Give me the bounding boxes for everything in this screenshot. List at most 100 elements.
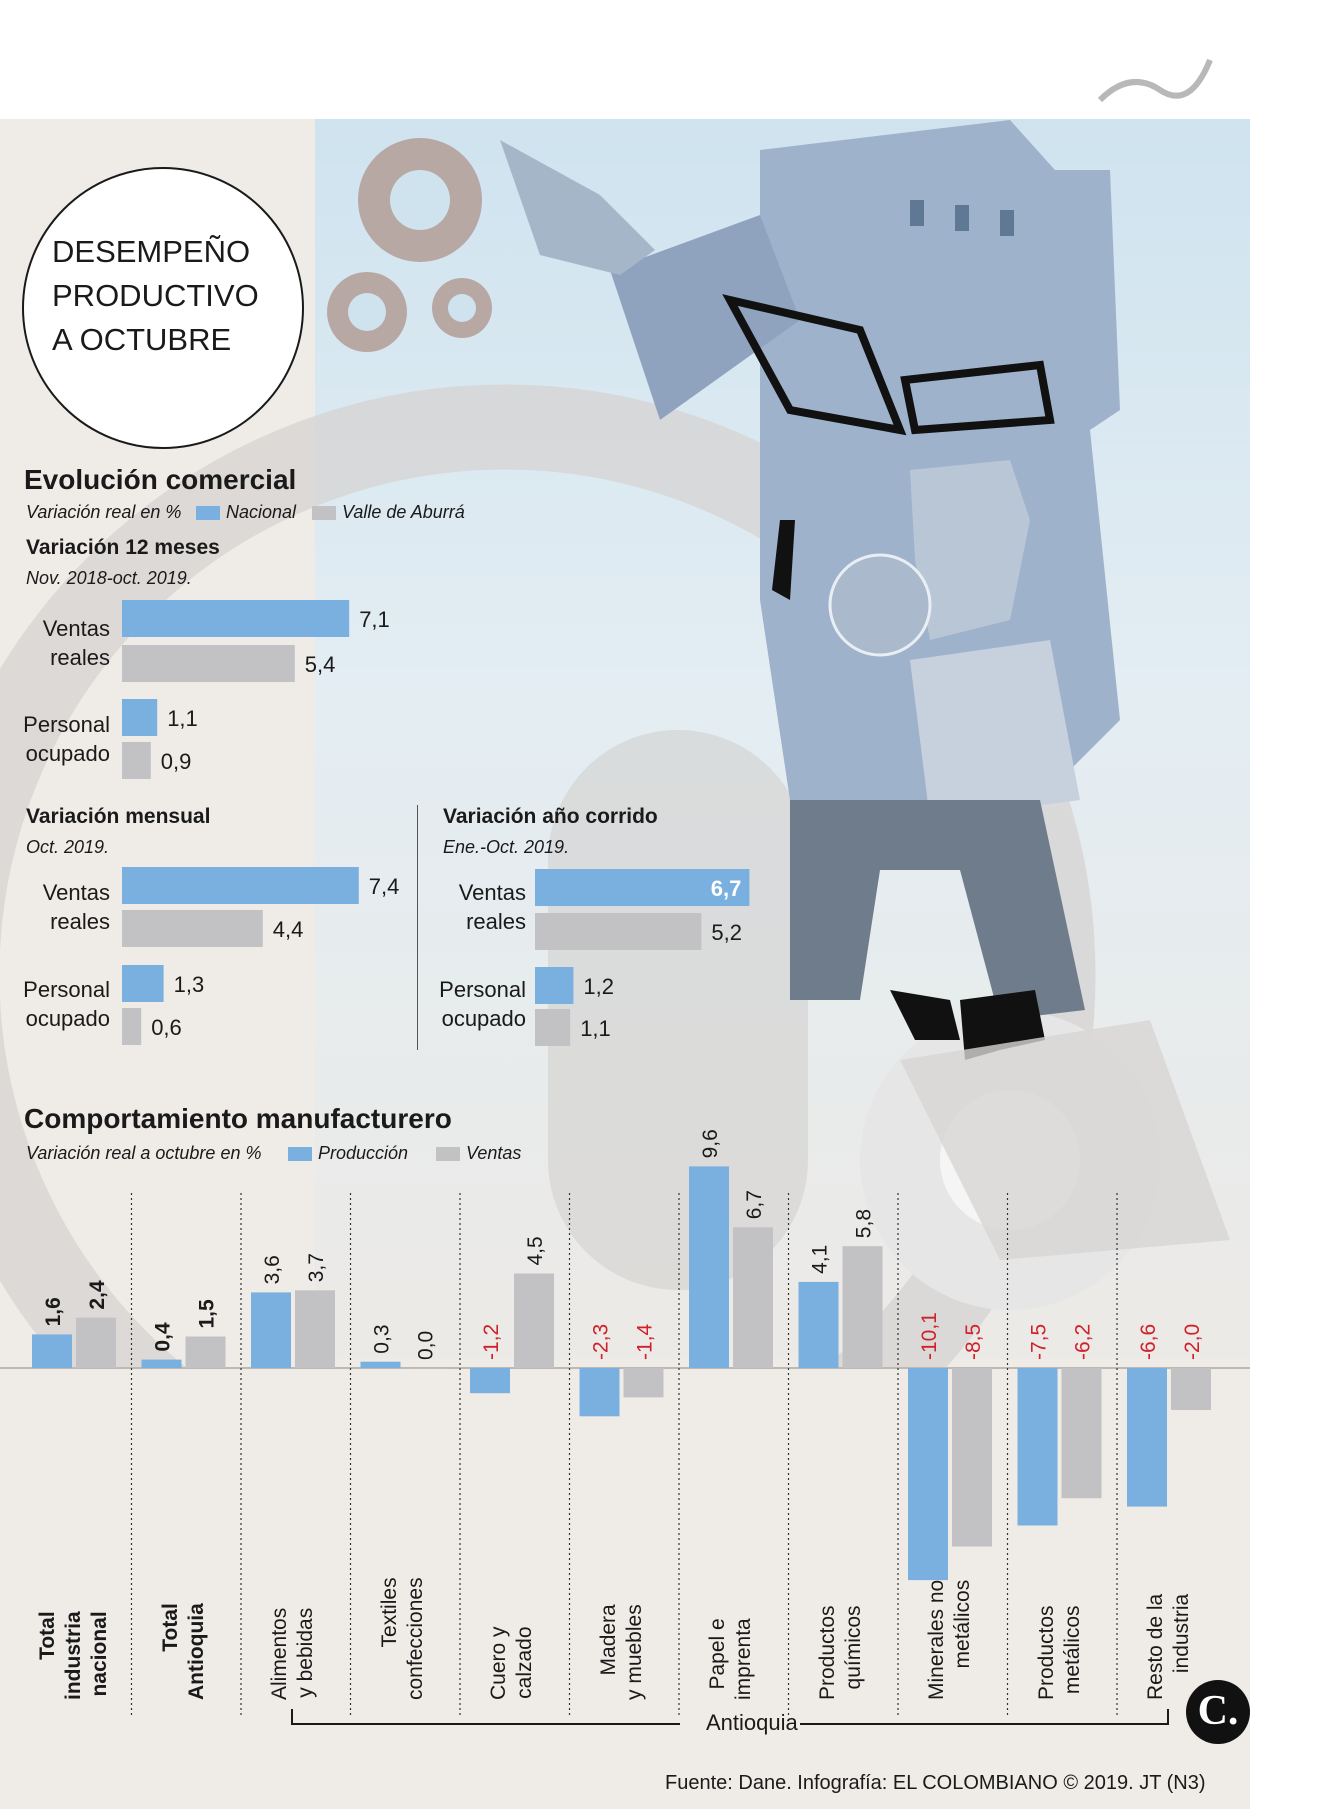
antioquia-label: Antioquia [706,1710,798,1735]
bar [1171,1368,1211,1410]
bar [535,1009,571,1046]
data-label: 7,4 [369,874,400,899]
data-label: 5,8 [853,1209,876,1238]
row-label-ventas: Ventas reales [0,878,110,936]
data-label: 1,6 [42,1297,65,1326]
row-label-ventas: Ventas reales [0,614,110,672]
legend-label: Nacional [226,502,297,522]
row-label-line: Ventas [458,880,526,905]
shoe [890,990,960,1040]
divider [417,805,418,1050]
chart-period: Nov. 2018-oct. 2019. [26,568,192,588]
chart-period: Ene.-Oct. 2019. [443,837,570,857]
category-label-line: y bebidas [294,1607,317,1698]
bar [1061,1368,1102,1499]
legend-label: Ventas [466,1143,522,1163]
data-label: -10,1 [918,1312,941,1360]
bar [122,699,158,736]
data-label: 2,4 [86,1280,109,1310]
category-label-line: Antioquia [184,1603,208,1700]
row-label-personal: Personal ocupado [410,975,526,1033]
category-label-line: Cuero y [487,1626,510,1700]
title-line: PRODUCTIVO [52,278,259,313]
data-label: 4,5 [524,1236,547,1265]
chart-heading: Variación año corrido [443,805,658,828]
category-label-line: industria [62,1611,85,1700]
data-label: 4,4 [273,917,304,942]
bar [360,1361,401,1368]
category-label: Productos químicos [815,1605,867,1700]
infographic-title: DESEMPEÑO PRODUCTIVO A OCTUBRE [52,230,259,362]
title-circle [22,167,304,449]
category-label: Madera y muebles [596,1604,648,1700]
category-label-line: Papel e [706,1618,729,1690]
category-label-line: Resto de la [1144,1593,1167,1700]
data-label: 1,3 [174,972,205,997]
category-label: Cuero y calzado [486,1626,538,1700]
category-label-line: Productos [815,1605,839,1700]
bar [535,967,574,1004]
row-label-line: reales [466,909,526,934]
el-colombiano-logo: C. [1186,1680,1250,1744]
row-label-line: Personal [439,977,526,1002]
legend-label: Producción [318,1143,409,1163]
category-label: Papel e imprenta [705,1618,757,1700]
legend-item-ventas: Ventas [436,1143,521,1164]
category-label-line: Madera [596,1604,620,1676]
data-label: 7,1 [359,607,390,632]
data-label: -1,2 [480,1324,503,1360]
section-heading: Comportamiento manufacturero [24,1103,452,1134]
glasses-icon [722,294,1055,436]
data-label: 6,7 [711,876,742,901]
data-label: -2,0 [1181,1324,1204,1360]
bar [122,867,359,904]
category-label: Minerales no metálicos [924,1580,976,1700]
bar [76,1317,116,1368]
category-label-line: Textiles [377,1577,401,1648]
row-label-line: Ventas [42,880,110,905]
bar [514,1273,554,1368]
legend-swatch [436,1147,460,1162]
chart-period: Oct. 2019. [26,837,110,857]
data-label: 3,6 [261,1255,284,1284]
category-label-line: imprenta [732,1618,755,1700]
section-heading: Evolución comercial [24,464,297,495]
category-label-line: químicos [841,1605,865,1690]
row-label-line: ocupado [441,1006,526,1031]
title-line: A OCTUBRE [52,322,232,357]
data-label: 1,1 [167,706,198,731]
category-label-line: nacional [88,1611,111,1697]
data-label: 9,6 [699,1129,722,1158]
row-label-personal: Personal ocupado [0,710,110,768]
category-label: Productos metálicos [1034,1605,1086,1700]
bar [470,1368,510,1394]
bar [122,600,350,637]
bar [185,1336,226,1368]
data-label: 0,3 [371,1324,394,1353]
bar [535,913,702,950]
smoke [1097,58,1213,103]
documents [910,640,1080,820]
bar [733,1227,773,1368]
bar [122,1008,142,1045]
data-label: -1,4 [634,1323,657,1360]
legend-item-nacional: Nacional [196,502,296,523]
map-badge-icon [828,553,932,657]
data-label: 4,1 [809,1245,832,1274]
category-label-line: metálicos [951,1579,974,1669]
row-label-line: reales [50,645,110,670]
bar [32,1334,72,1368]
row-label-ventas: Ventas reales [410,878,526,936]
bar [623,1368,664,1398]
row-label-line: reales [50,909,110,934]
legend-item-valle: Valle de Aburrá [312,502,465,523]
legend-item-produccion: Producción [288,1143,408,1164]
bar [535,869,750,906]
category-label-line: Productos [1034,1605,1058,1700]
category-label: Resto de la industria [1143,1594,1195,1700]
bar [1017,1368,1058,1526]
footer-credits: Fuente: Dane. Infografía: EL COLOMBIANO … [665,1772,1206,1794]
data-label: -6,6 [1137,1324,1160,1360]
category-label-line: Minerales no [925,1579,948,1700]
category-label-line: metálicos [1060,1605,1084,1695]
